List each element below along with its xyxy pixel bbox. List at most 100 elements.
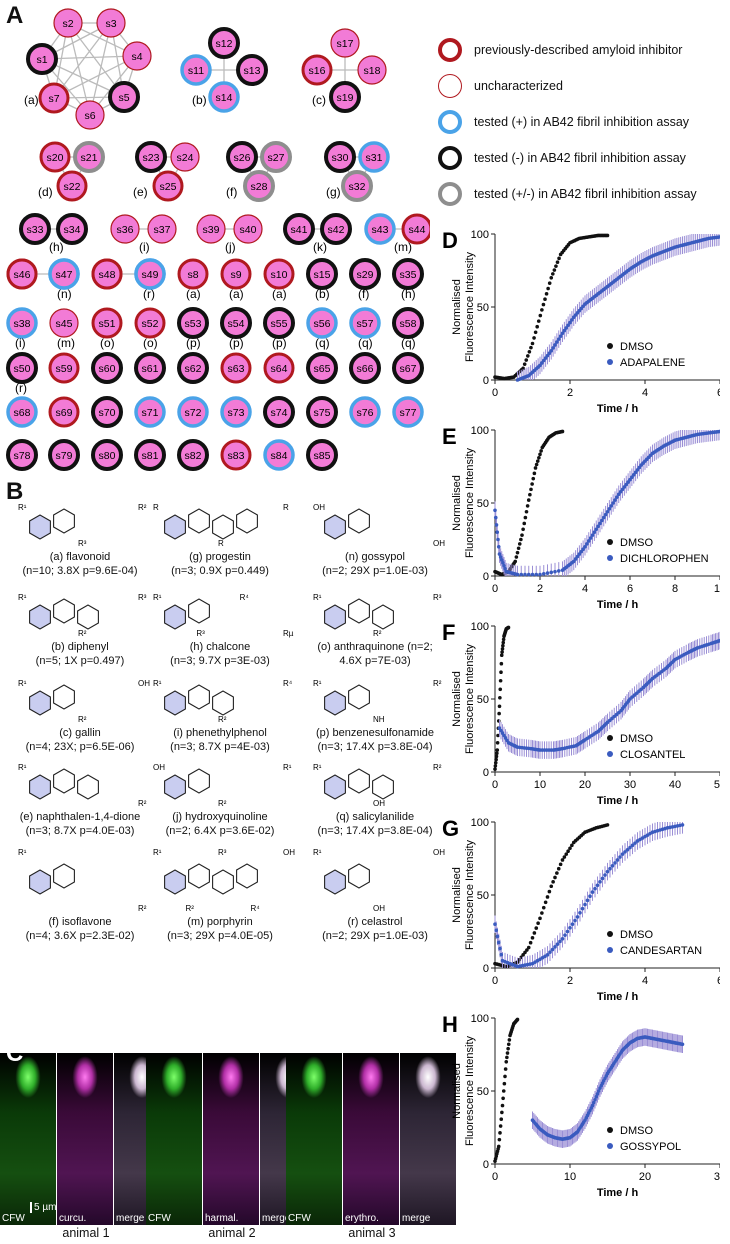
cluster-label: (m) [57,336,75,350]
data-point [540,308,544,312]
data-point [493,508,497,513]
data-point [545,953,550,957]
network-node: s77 [392,396,424,428]
x-tick-label: 6 [627,583,633,595]
node-label: s75 [314,407,331,419]
data-point [550,947,555,952]
node-label: s51 [99,318,116,330]
cluster-label: (c) [312,93,326,107]
y-tick-label: 50 [477,694,489,706]
x-axis-label: Time / h [597,403,639,415]
node-label: s53 [185,318,202,330]
data-point [543,900,548,905]
data-point [556,866,561,871]
y-tick-label: 100 [471,425,489,437]
node-label: s55 [271,318,288,330]
structure-stats: (n=3; 29X p=4.0E-05) [167,930,273,942]
substituent-label: R⁴ [240,593,250,602]
cluster-label: (p) [186,336,201,350]
node-label: s83 [228,450,245,462]
animal-label: animal 2 [208,1226,256,1240]
data-point [532,336,536,340]
data-point [530,936,535,940]
x-tick-label: 10 [564,1171,576,1183]
structure-drawing: OH OH [313,503,445,548]
network-node: s26 [226,141,258,173]
data-point [531,476,536,481]
structure-stats: (n=2; 6.4X p=3.6E-02) [165,825,275,837]
legend-marker [607,555,613,561]
legend-item: tested (+) in AB42 fibril inhibition ass… [438,107,689,137]
data-point [553,569,557,574]
data-point [547,281,552,285]
structure-stats: (n=3; 8.7X p=4.0E-03) [25,825,135,837]
data-point [549,570,554,575]
legend-item: uncharacterized [438,71,563,101]
data-point [598,521,602,526]
network-node: s9 [220,258,252,290]
network-node: s22 [56,170,88,202]
legend-marker [607,539,613,545]
data-point [536,921,540,926]
legend-text: uncharacterized [474,79,563,93]
data-point [525,948,529,952]
legend-marker [607,931,613,937]
data-point [529,345,533,350]
data-point [494,928,499,933]
network-node: s14 [208,81,240,113]
data-point [536,319,541,323]
substituent-label: OH [373,904,385,913]
structure-drawing: R¹ R² R⁴ [153,679,293,724]
network-node: s66 [349,352,381,384]
data-point [592,530,597,534]
cluster-label: (h) [401,287,416,301]
data-point [541,358,546,363]
x-tick-label: 2 [567,975,573,987]
data-point [526,498,531,502]
network-node: s21 [73,141,105,173]
structure-name: (q) salicylanilide [335,811,415,823]
node-label: s56 [314,318,331,330]
y-axis-label: Fluorescence Intensity [464,643,476,754]
legend-marker [607,1127,613,1133]
data-point [631,472,636,477]
node-label: s22 [64,181,81,193]
data-point [499,670,503,675]
cluster-label: (n) [57,287,72,301]
data-point [605,509,610,514]
node-label: s2 [62,18,73,30]
network-node: s79 [48,439,80,471]
substituent-label: R³ [196,629,205,638]
data-point [498,678,503,683]
substituent-label: R [153,503,159,512]
legend-label: DMSO [620,341,653,353]
network-node: s85 [306,439,338,471]
substituent-label: R² [138,799,147,808]
chemical-structure: OH OH (n) gossypol (n=2; 29X p=1.0E-03) [305,500,445,578]
network-node: s47 [48,258,80,290]
structure-stats: (n=3; 17.4X p=3.8E-04) [317,741,433,753]
data-point [590,1103,595,1108]
data-point [493,767,497,771]
data-point [556,569,561,573]
x-tick-label: 4 [582,583,588,595]
data-point [501,643,505,648]
data-point [519,572,524,577]
x-tick-label: 0 [492,1171,498,1183]
node-label: s36 [117,224,134,236]
chemical-structure: R¹ OH R² (q) salicylanilide (n=3; 17.4X p=3.… [305,760,445,838]
data-point [575,915,580,919]
microscopy-channel: curcu. [57,1053,113,1225]
network-node: s71 [134,396,166,428]
structure-name: (c) gallin [59,727,101,739]
data-point [522,362,527,366]
node-label: s68 [14,407,31,419]
node-label: s38 [14,318,31,330]
node-label: s7 [48,93,59,105]
data-point [595,1092,600,1096]
data-point [500,1103,505,1108]
structure-name: (o) anthraquinone (n=2; [317,641,433,653]
substituent-label: R [283,503,289,512]
data-point [493,764,498,768]
